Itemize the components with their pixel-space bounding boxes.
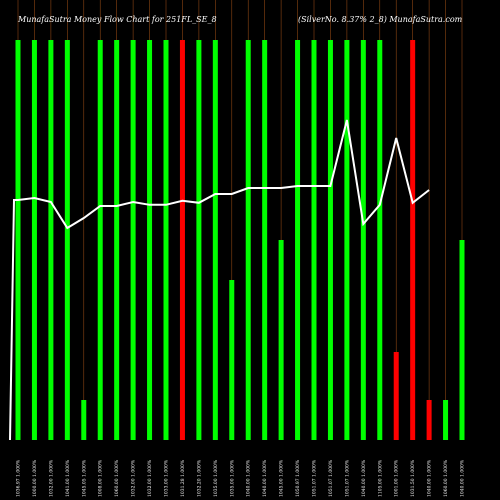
money-flow-bar xyxy=(229,280,235,440)
money-flow-bars xyxy=(15,40,465,440)
x-tick-label: 1040.00 1.000% xyxy=(427,459,433,497)
money-flow-bar xyxy=(262,40,268,440)
x-tick-label: 1051.07 1.000% xyxy=(344,459,350,497)
money-flow-bar xyxy=(163,40,169,440)
money-flow-bar xyxy=(295,40,301,440)
x-tick-label: 1051.07 1.000% xyxy=(328,459,334,497)
money-flow-bar xyxy=(196,40,202,440)
money-flow-bar xyxy=(81,400,87,440)
money-flow-bar xyxy=(130,40,136,440)
money-flow-bar xyxy=(443,400,449,440)
money-flow-bar xyxy=(48,40,54,440)
x-tick-label: 1032.20 1.000% xyxy=(196,459,202,497)
x-tick-label: 1008.00 1.000% xyxy=(98,459,104,497)
x-tick-label: 1035.00 1.000% xyxy=(229,459,235,497)
x-tick-label: 1040.00 1.000% xyxy=(460,459,466,497)
x-tick-label: 1032.00 1.000% xyxy=(131,459,137,497)
x-tick-label: 1060.00 1.000% xyxy=(114,459,120,497)
money-flow-bar xyxy=(410,40,416,440)
x-tick-label: 1035.00 1.000% xyxy=(213,459,219,497)
x-tick-label: 1033.00 1.000% xyxy=(164,459,170,497)
x-tick-label: 1001.00 1.000% xyxy=(394,459,400,497)
money-flow-bar xyxy=(393,352,399,440)
x-tick-label: 1040.00 1.000% xyxy=(246,459,252,497)
money-flow-bar xyxy=(278,240,284,440)
x-axis-tick-labels: 1036.97 1.000% 1000.00 1.000% 1032.00 1.00… xyxy=(16,459,466,497)
money-flow-bar xyxy=(344,40,350,440)
x-tick-label: 1045.05 1.000% xyxy=(81,459,87,497)
x-tick-label: 1032.00 1.000% xyxy=(48,459,54,497)
money-flow-bar xyxy=(426,400,432,440)
x-tick-label: 1041.00 1.000% xyxy=(65,459,71,497)
chart-title-left: MunafaSutra Money Flow Chart for 251FL_S… xyxy=(17,15,217,24)
money-flow-bar xyxy=(147,40,153,440)
money-flow-bar xyxy=(311,40,317,440)
x-tick-label: 1040.00 1.000% xyxy=(361,459,367,497)
money-flow-bar xyxy=(360,40,366,440)
x-tick-label: 1045.00 1.000% xyxy=(279,459,285,497)
money-flow-bar xyxy=(245,40,251,440)
x-tick-label: 1031.28 1.000% xyxy=(180,459,186,497)
x-tick-label: 1105.00 1.000% xyxy=(377,459,383,497)
x-tick-label: 1000.00 1.000% xyxy=(32,459,38,497)
x-tick-label: 1051.07 1.000% xyxy=(312,459,318,497)
money-flow-bar xyxy=(179,40,185,440)
money-flow-bar xyxy=(327,40,333,440)
x-tick-label: 1036.97 1.000% xyxy=(16,459,22,497)
x-tick-label: 1032.00 1.000% xyxy=(147,459,153,497)
x-tick-label: 1031.50 1.000% xyxy=(410,459,416,497)
money-flow-bar xyxy=(377,40,383,440)
money-flow-bar xyxy=(31,40,37,440)
chart-title-right: (SilverNo. 8.37% 2_8) MunafaSutra.com xyxy=(298,15,463,24)
price-line xyxy=(9,119,430,441)
money-flow-bar xyxy=(212,40,218,440)
money-flow-bar xyxy=(64,40,70,440)
money-flow-bar xyxy=(15,40,21,440)
money-flow-bar xyxy=(114,40,120,440)
x-tick-label: 1040.00 1.000% xyxy=(262,459,268,497)
money-flow-bar xyxy=(97,40,103,440)
x-tick-label: 1060.00 1.000% xyxy=(443,459,449,497)
x-tick-label: 1050.97 1.000% xyxy=(295,459,301,497)
money-flow-bar xyxy=(459,240,465,440)
